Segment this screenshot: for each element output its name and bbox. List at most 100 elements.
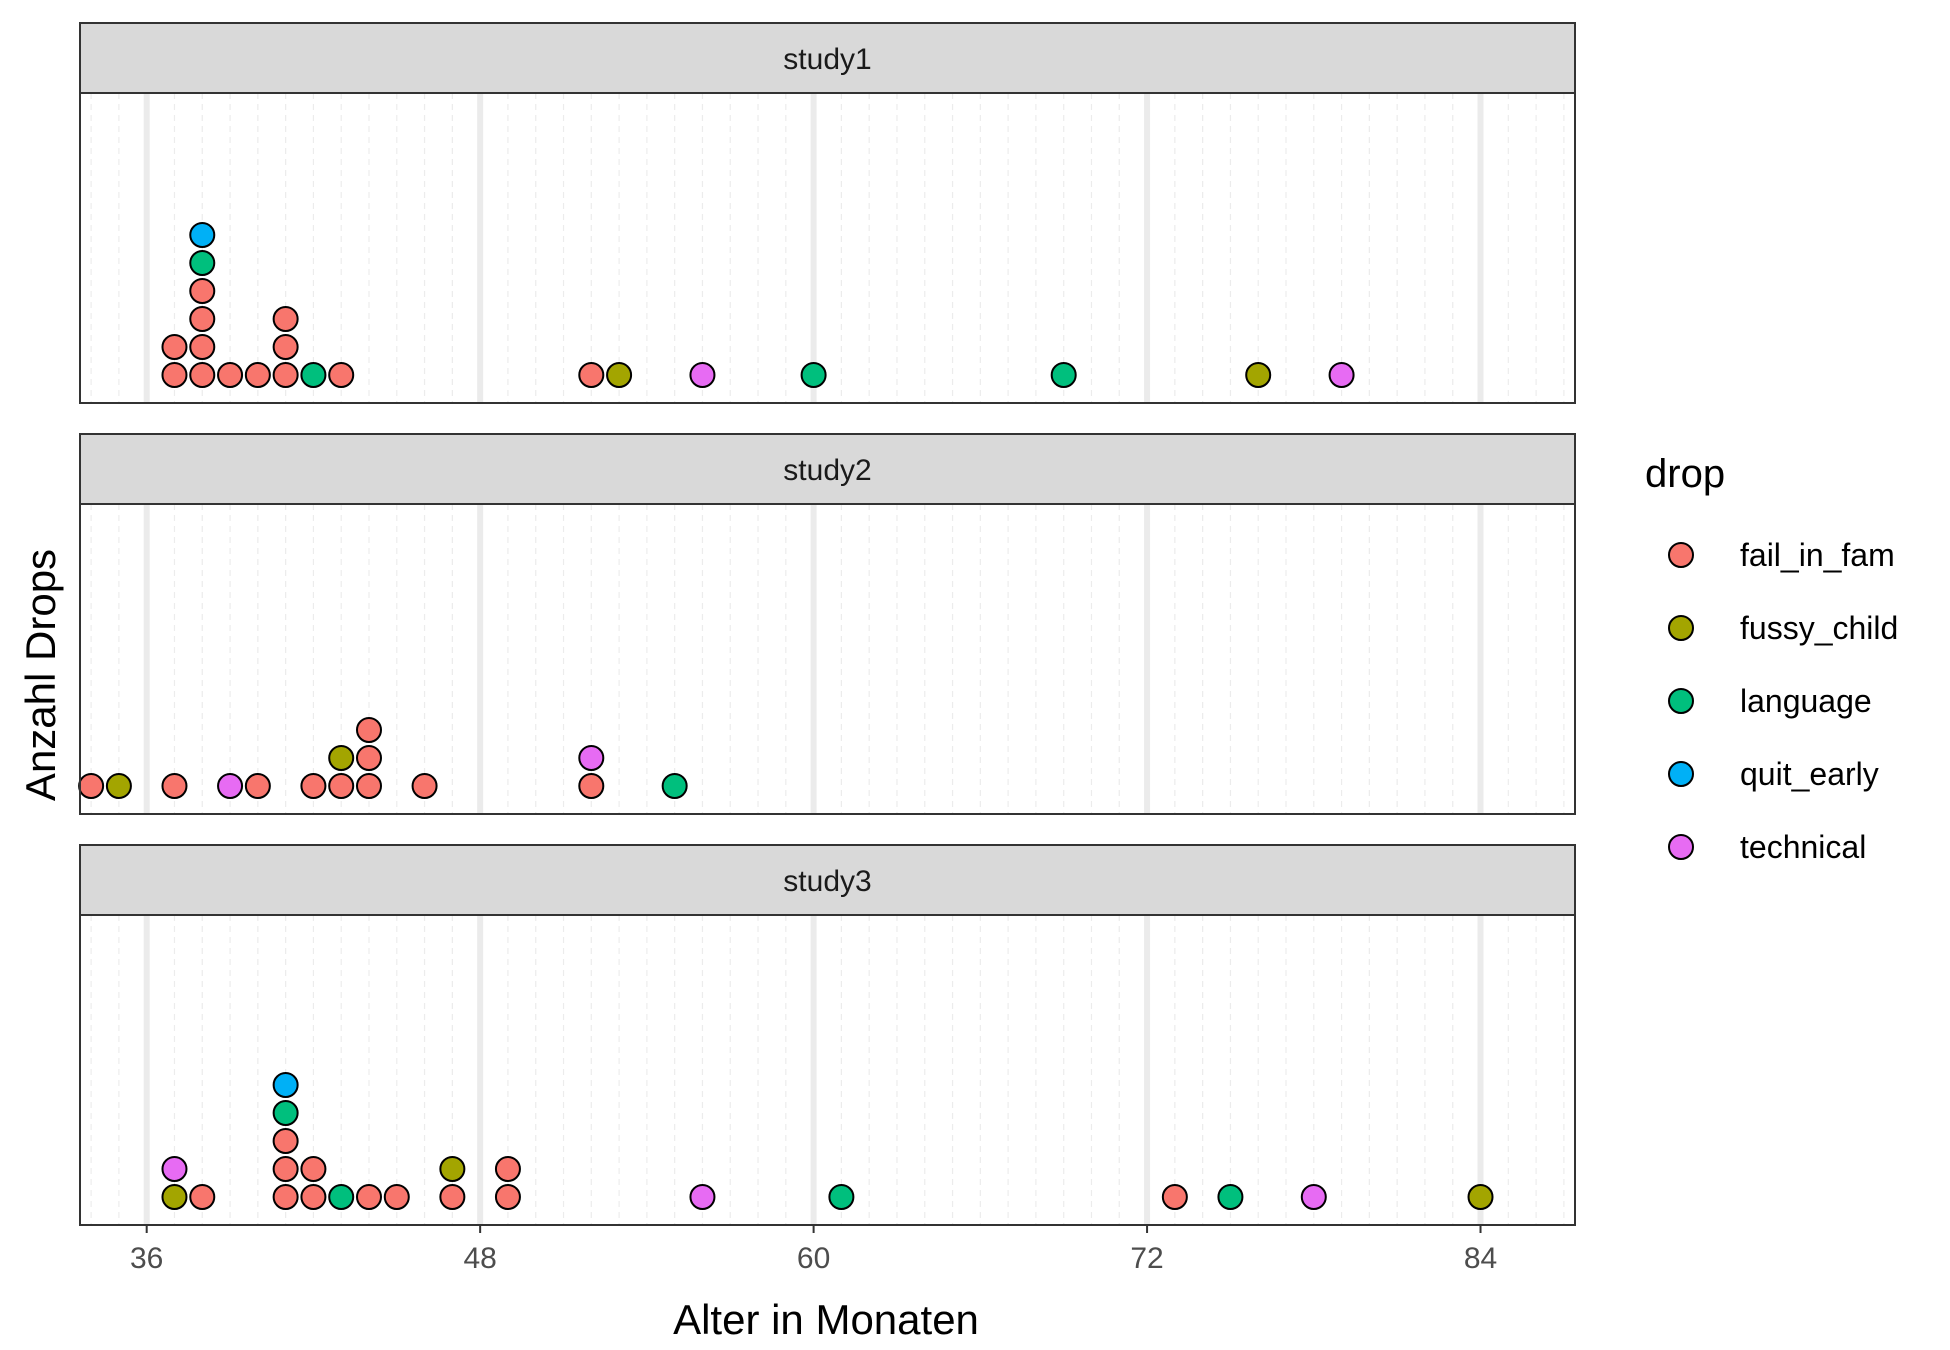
dot-fail_in_fam (189, 362, 216, 388)
dot-fail_in_fam (161, 362, 188, 388)
facet-strip-label: study3 (783, 865, 871, 898)
dot-language (300, 362, 327, 388)
dot-technical (689, 1184, 716, 1210)
dot-fail_in_fam (217, 362, 244, 388)
dot-technical (689, 362, 716, 388)
facet-panels: study1 study2 study3 (78, 22, 1576, 1226)
dot-fussy_child (1245, 362, 1272, 388)
dot-fussy_child (105, 773, 132, 799)
facet-panel-study1: study1 (79, 22, 1576, 404)
dot-fail_in_fam (189, 306, 216, 332)
dot-quit_early (189, 222, 216, 248)
dot-language (800, 362, 827, 388)
dot-fail_in_fam (272, 306, 299, 332)
legend-item-quit_early: quit_early (1668, 756, 1879, 792)
x-tick-label: 72 (1130, 1242, 1163, 1275)
dot-fussy_child (606, 362, 633, 388)
panel-border (79, 503, 1576, 815)
dot-language (189, 250, 216, 276)
dot-fail_in_fam (244, 773, 271, 799)
dot-fail_in_fam (494, 1156, 521, 1182)
x-tick-label: 60 (797, 1242, 830, 1275)
dot-fail_in_fam (272, 1156, 299, 1182)
dot-fail_in_fam (161, 773, 188, 799)
dot-fail_in_fam (439, 1184, 466, 1210)
legend: drop fail_in_fam fussy_child language quit_… (1645, 452, 1898, 865)
legend-key-dot (1668, 688, 1694, 714)
legend-item-language: language (1668, 683, 1872, 719)
legend-title: drop (1645, 452, 1725, 496)
dot-fussy_child (161, 1184, 188, 1210)
dot-fail_in_fam (355, 717, 382, 743)
dot-language (828, 1184, 855, 1210)
dot-language (1217, 1184, 1244, 1210)
x-tick-label: 36 (130, 1242, 163, 1275)
dot-fail_in_fam (300, 773, 327, 799)
legend-label: fussy_child (1740, 610, 1898, 646)
dot-fail_in_fam (355, 773, 382, 799)
dot-fussy_child (439, 1156, 466, 1182)
legend-key-dot (1668, 834, 1694, 860)
x-tick-label: 84 (1464, 1242, 1497, 1275)
legend-key-dot (1668, 615, 1694, 641)
legend-item-fussy_child: fussy_child (1668, 610, 1898, 646)
dot-fail_in_fam (161, 334, 188, 360)
dot-fail_in_fam (189, 1184, 216, 1210)
dot-fail_in_fam (272, 362, 299, 388)
legend-label: quit_early (1740, 756, 1879, 792)
dot-fail_in_fam (578, 362, 605, 388)
dot-fail_in_fam (494, 1184, 521, 1210)
dot-technical (217, 773, 244, 799)
panel-background (80, 915, 1575, 1225)
legend-label: language (1740, 683, 1872, 719)
dot-fail_in_fam (578, 773, 605, 799)
dot-language (1050, 362, 1077, 388)
dot-technical (578, 745, 605, 771)
dot-fail_in_fam (383, 1184, 410, 1210)
y-axis-title: Anzahl Drops (17, 549, 64, 801)
x-tick-label: 48 (463, 1242, 496, 1275)
legend-item-fail_in_fam: fail_in_fam (1668, 537, 1895, 573)
dot-fail_in_fam (355, 745, 382, 771)
dot-fail_in_fam (189, 278, 216, 304)
dot-fail_in_fam (300, 1156, 327, 1182)
panel-border (79, 914, 1576, 1226)
dot-fail_in_fam (189, 334, 216, 360)
dot-fail_in_fam (411, 773, 438, 799)
facet-panel-study2: study2 (78, 433, 1576, 815)
facet-strip (79, 844, 1576, 916)
facet-panel-study3: study3 (79, 844, 1576, 1226)
legend-label: technical (1740, 829, 1866, 865)
dot-technical (161, 1156, 188, 1182)
dot-language (661, 773, 688, 799)
legend-item-technical: technical (1668, 829, 1866, 865)
dot-fussy_child (1467, 1184, 1494, 1210)
x-axis-title: Alter in Monaten (673, 1296, 979, 1343)
dot-fail_in_fam (272, 1128, 299, 1154)
dot-fail_in_fam (328, 773, 355, 799)
dot-fail_in_fam (1161, 1184, 1188, 1210)
dot-fail_in_fam (78, 773, 105, 799)
panel-background (80, 504, 1575, 814)
panel-background (80, 93, 1575, 403)
dot-technical (1300, 1184, 1327, 1210)
dot-fail_in_fam (328, 362, 355, 388)
facet-strip-label: study2 (783, 454, 871, 487)
dot-fail_in_fam (272, 334, 299, 360)
dot-fail_in_fam (244, 362, 271, 388)
legend-label: fail_in_fam (1740, 537, 1895, 573)
panel-border (79, 92, 1576, 404)
x-axis: 36 48 60 72 84 (130, 1225, 1497, 1275)
facet-strip (79, 22, 1576, 94)
dot-quit_early (272, 1072, 299, 1098)
legend-key-dot (1668, 761, 1694, 787)
dot-fail_in_fam (300, 1184, 327, 1210)
facet-strip-label: study1 (783, 43, 871, 76)
dot-language (272, 1100, 299, 1126)
dot-fail_in_fam (272, 1184, 299, 1210)
dot-language (328, 1184, 355, 1210)
dot-fussy_child (328, 745, 355, 771)
dot-fail_in_fam (355, 1184, 382, 1210)
legend-key-dot (1668, 542, 1694, 568)
